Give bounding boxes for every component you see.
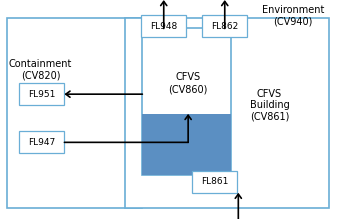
Bar (192, 171, 237, 193)
Text: FL861: FL861 (201, 177, 228, 186)
Bar (19, 131, 64, 153)
Text: CFVS
(CV860): CFVS (CV860) (168, 72, 208, 94)
Text: Environment
(CV940): Environment (CV940) (262, 5, 324, 26)
Bar (125, 18, 329, 208)
Bar (141, 15, 186, 37)
Bar (202, 15, 247, 37)
Text: CFVS
Building
(CV861): CFVS Building (CV861) (250, 88, 290, 122)
Text: FL947: FL947 (28, 138, 55, 147)
Text: Containment
(CV820): Containment (CV820) (9, 59, 72, 81)
Text: FL948: FL948 (150, 22, 177, 31)
Bar (142, 114, 231, 175)
Bar (7, 18, 142, 208)
Text: FL862: FL862 (211, 22, 238, 31)
Bar (19, 83, 64, 105)
Bar (142, 28, 231, 175)
Text: FL951: FL951 (28, 90, 55, 99)
